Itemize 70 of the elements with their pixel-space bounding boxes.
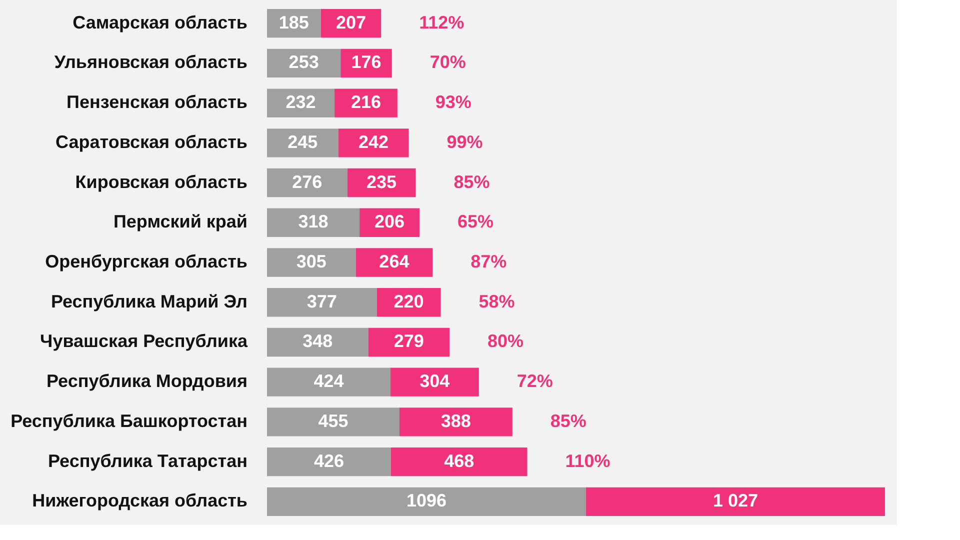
data-label: 305 <box>296 252 326 272</box>
y-tick-label: Нижегородская область <box>32 490 248 511</box>
bar <box>356 248 433 277</box>
data-label: 253 <box>288 52 319 72</box>
y-tick-label: Пермский край <box>113 212 248 232</box>
y-tick-label: Ульяновская область <box>54 52 248 72</box>
annotation: 110% <box>565 450 610 471</box>
y-tick-label: Республика Башкортостан <box>10 410 248 431</box>
annotation: 80% <box>488 331 524 352</box>
annotation: 112% <box>419 12 464 32</box>
bar <box>267 368 390 396</box>
bar <box>267 168 348 198</box>
data-label: 1 027 <box>712 490 758 511</box>
bar <box>267 248 356 277</box>
data-label: 348 <box>302 331 333 352</box>
annotation: 72% <box>516 371 553 392</box>
data-label: 455 <box>318 410 348 431</box>
bar <box>586 487 885 516</box>
annotation: 85% <box>454 172 490 192</box>
data-label: 426 <box>314 450 344 471</box>
y-tick-label: Кировская область <box>75 172 248 192</box>
bar <box>267 408 400 436</box>
data-label: 1096 <box>406 490 447 511</box>
bar <box>267 208 360 237</box>
data-label: 206 <box>374 212 405 232</box>
annotation: 58% <box>478 291 515 312</box>
bar <box>334 88 398 118</box>
data-label: 388 <box>440 410 471 431</box>
bar <box>267 328 368 357</box>
data-label: 264 <box>379 252 410 272</box>
data-label: 242 <box>358 132 389 152</box>
data-label: 216 <box>350 92 381 112</box>
y-tick-label: Республика Марий Эл <box>50 291 248 312</box>
annotation: 87% <box>470 252 507 272</box>
data-label: 176 <box>351 52 382 72</box>
data-label: 232 <box>286 92 316 112</box>
annotation: 85% <box>550 410 586 431</box>
bar <box>399 408 512 436</box>
y-tick-label: Пензенская область <box>66 92 248 112</box>
y-tick-label: Республика Мордовия <box>46 371 248 392</box>
y-tick-label: Чувашская Республика <box>40 331 248 352</box>
bar <box>267 128 338 158</box>
data-label: 468 <box>444 450 474 471</box>
bar <box>368 328 450 357</box>
data-label: 304 <box>420 371 450 392</box>
y-tick-label: Республика Татарстан <box>48 450 248 471</box>
data-label: 245 <box>288 132 318 152</box>
data-label: 318 <box>298 212 328 232</box>
y-tick-label: Саратовская область <box>56 132 248 152</box>
bar <box>391 447 528 476</box>
y-tick-label: Оренбургская область <box>45 252 248 272</box>
bar <box>267 288 377 317</box>
data-label: 185 <box>278 12 309 32</box>
bar <box>267 447 391 476</box>
y-tick-label: Самарская область <box>72 12 248 32</box>
annotation: 99% <box>446 132 483 152</box>
data-label: 207 <box>336 12 366 32</box>
annotation: 65% <box>458 212 494 232</box>
bar <box>390 368 479 396</box>
data-label: 279 <box>394 331 424 352</box>
data-label: 220 <box>394 291 424 312</box>
data-label: 424 <box>314 371 344 392</box>
annotation: 70% <box>430 52 466 72</box>
bar <box>267 487 586 516</box>
data-label: 276 <box>292 172 322 192</box>
annotation: 93% <box>435 92 472 112</box>
bar <box>267 88 335 118</box>
bar <box>338 128 409 158</box>
data-label: 235 <box>366 172 397 192</box>
data-label: 377 <box>306 291 337 312</box>
